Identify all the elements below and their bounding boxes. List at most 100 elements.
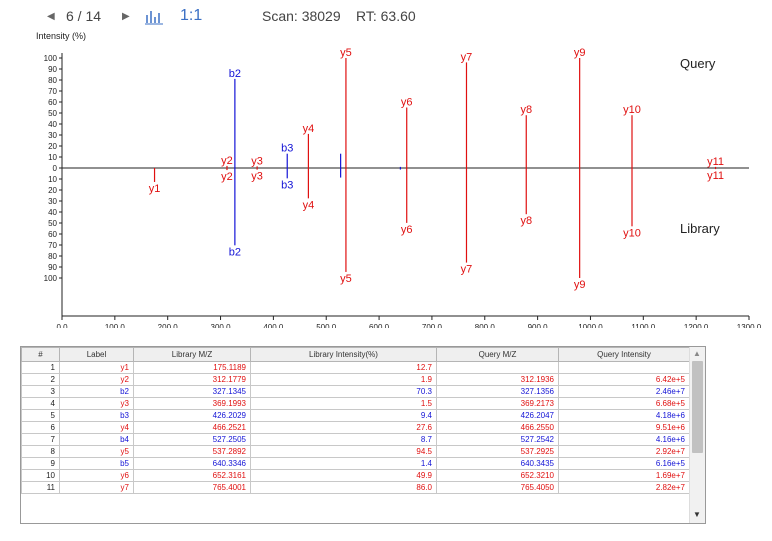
table-cell-q-mz: 426.2047 [436,409,559,422]
query-peak-label: b3 [281,143,293,155]
table-cell-q-int: 2.92e+7 [558,445,690,458]
table-row[interactable]: 3 b2 327.1345 70.3 327.1356 2.46e+7 [21,385,690,398]
table-row[interactable]: 4 y3 369.1993 1.5 369.2173 6.68e+5 [21,397,690,410]
page-indicator: 6 / 14 [66,8,102,24]
previous-spectrum-icon[interactable]: ◀ [47,11,55,22]
table-cell-label: y3 [59,397,134,410]
table-cell-n: 1 [21,361,60,374]
table-row[interactable]: 8 y5 537.2892 94.5 537.2925 2.92e+7 [21,445,690,458]
query-peak-label: y10 [623,104,641,116]
table-cell-label: y7 [59,481,134,494]
table-cell-q-int: 2.82e+7 [558,481,690,494]
y-tick-label: 70 [48,87,57,96]
y-tick-label: 80 [48,76,57,85]
y-tick-label: 30 [48,197,57,206]
table-cell-lib-int: 86.0 [250,481,437,494]
table-row[interactable]: 10 y6 652.3161 49.9 652.3210 1.69e+7 [21,469,690,482]
table-row[interactable]: 9 b5 640.3346 1.4 640.3435 6.16e+5 [21,457,690,470]
x-tick-label: 1200.0 [684,323,709,328]
table-row[interactable]: 6 y4 466.2521 27.6 466.2550 9.51e+6 [21,421,690,434]
table-cell-q-int: 9.51e+6 [558,421,690,434]
table-cell-label: b5 [59,457,134,470]
column-header[interactable]: # [21,347,60,362]
table-cell-label: y2 [59,373,134,386]
y-axis-label: Intensity (%) [36,31,86,41]
library-label: Library [680,221,720,236]
table-cell-q-mz: 537.2925 [436,445,559,458]
table-cell-lib-mz: 765.4001 [133,481,251,494]
scrollbar-thumb[interactable] [692,361,703,453]
table-row[interactable]: 11 y7 765.4001 86.0 765.4050 2.82e+7 [21,481,690,494]
ratio-toggle-button[interactable]: 1:1 [180,7,203,24]
query-label: Query [680,56,716,71]
library-peak-label: y8 [520,215,532,227]
column-header[interactable]: Library M/Z [133,347,251,362]
query-peak-label: y11 [707,156,724,168]
query-peak-label: y8 [520,104,532,116]
y-tick-label: 40 [48,120,57,129]
y-tick-label: 20 [48,186,57,195]
y-tick-label: 30 [48,131,57,140]
y-tick-label: 60 [48,98,57,107]
query-peak-label: y5 [340,47,352,59]
table-row[interactable]: 5 b3 426.2029 9.4 426.2047 4.18e+6 [21,409,690,422]
table-row[interactable]: 1 y1 175.1189 12.7 [21,361,690,374]
x-tick-label: 0.0 [56,323,68,328]
query-peak-label: y7 [461,51,473,63]
bar-spectrum-icon[interactable] [144,9,166,25]
table-row[interactable]: 7 b4 527.2505 8.7 527.2542 4.16e+6 [21,433,690,446]
x-tick-label: 400.0 [263,323,284,328]
y-tick-label: 0 [53,164,58,173]
scroll-down-arrow-icon[interactable]: ▼ [693,510,701,519]
table-cell-q-mz: 527.2542 [436,433,559,446]
table-cell-label: b2 [59,385,134,398]
table-cell-n: 2 [21,373,60,386]
y-tick-label: 20 [48,142,57,151]
table-cell-lib-int: 70.3 [250,385,437,398]
x-tick-label: 200.0 [158,323,179,328]
scroll-up-arrow-icon[interactable]: ▲ [693,349,701,358]
table-cell-q-int: 6.68e+5 [558,397,690,410]
library-peak-label: y2 [221,171,233,183]
table-cell-q-int: 2.46e+7 [558,385,690,398]
x-tick-label: 500.0 [316,323,337,328]
next-spectrum-icon[interactable]: ▶ [122,11,130,22]
scan-number: Scan: 38029 [262,8,341,24]
table-cell-lib-mz: 652.3161 [133,469,251,482]
table-cell-label: b3 [59,409,134,422]
table-row[interactable]: 2 y2 312.1779 1.9 312.1936 6.42e+5 [21,373,690,386]
column-header[interactable]: Query M/Z [436,347,559,362]
retention-time: RT: 63.60 [356,8,416,24]
table-cell-lib-int: 12.7 [250,361,437,374]
y-tick-label: 100 [44,274,58,283]
library-peak-label: y3 [251,171,263,183]
table-cell-lib-int: 94.5 [250,445,437,458]
query-peak-label: y9 [574,47,586,59]
table-cell-q-mz: 312.1936 [436,373,559,386]
y-tick-label: 10 [48,175,57,184]
table-cell-lib-mz: 312.1779 [133,373,251,386]
x-tick-label: 600.0 [369,323,390,328]
table-scrollbar[interactable]: ▲ ▼ [689,347,705,523]
table-cell-lib-int: 49.9 [250,469,437,482]
table-cell-label: y5 [59,445,134,458]
table-header-row: # Label Library M/Z Library Intensity(%) Que… [21,347,690,362]
column-header[interactable]: Query Intensity [558,347,690,362]
library-peak-label: b2 [229,246,241,258]
table-cell-n: 4 [21,397,60,410]
column-header[interactable]: Library Intensity(%) [250,347,437,362]
query-peak-label: y4 [303,123,315,135]
x-tick-label: 1100.0 [631,323,655,328]
table-cell-label: y1 [59,361,134,374]
table-cell-label: y4 [59,421,134,434]
table-cell-q-mz: 466.2550 [436,421,559,434]
table-cell-q-mz: 652.3210 [436,469,559,482]
column-header[interactable]: Label [59,347,134,362]
table-cell-n: 9 [21,457,60,470]
table-cell-q-mz: 327.1356 [436,385,559,398]
table-cell-label: y6 [59,469,134,482]
table-cell-n: 3 [21,385,60,398]
table-cell-lib-mz: 537.2892 [133,445,251,458]
table-cell-q-int: 6.42e+5 [558,373,690,386]
y-tick-label: 50 [48,109,57,118]
